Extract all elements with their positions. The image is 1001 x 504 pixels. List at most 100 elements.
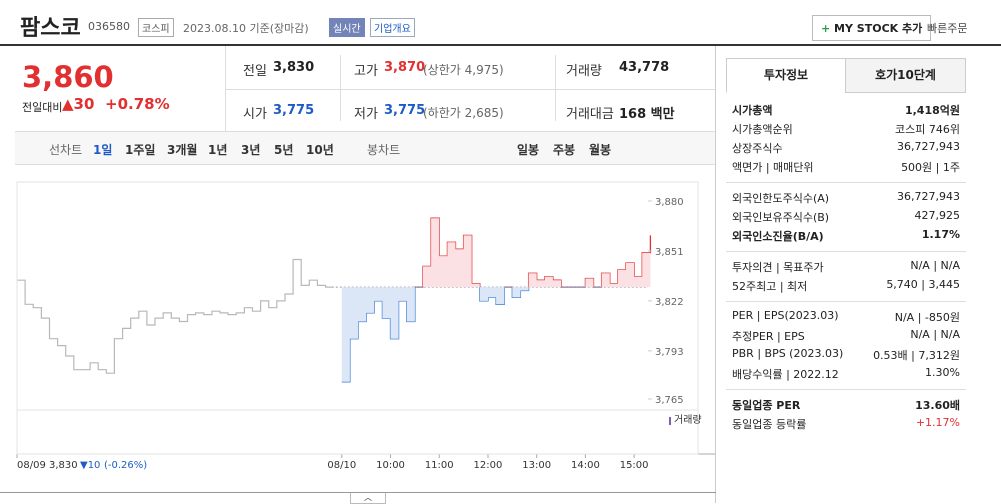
x-tick-label: 14:00	[571, 460, 600, 471]
info-value: +1.17%	[915, 416, 960, 429]
info-label: 시가총액순위	[732, 123, 793, 136]
info-value: 코스피 746위	[895, 123, 960, 136]
collapse-button[interactable]: ︿	[350, 493, 386, 504]
info-row: 52주최고 | 최저 5,740 | 3,445	[732, 278, 960, 297]
info-label: 외국인보유주식수(B)	[732, 211, 830, 224]
period-tab[interactable]: 5년	[274, 143, 294, 157]
divider	[555, 55, 556, 121]
footer-change: ▼10	[80, 460, 100, 471]
info-label: 시가총액	[732, 104, 773, 117]
candle-tab[interactable]: 일봉	[517, 143, 540, 157]
info-label: 동일업종 등락률	[732, 418, 807, 431]
period-tab[interactable]: 1년	[208, 143, 228, 157]
info-row: 추정PER | EPS N/A | N/A	[732, 328, 960, 347]
summary-label: 거래량	[566, 64, 602, 79]
x-tick-label: 15:00	[620, 460, 649, 471]
mystock-button[interactable]: + MY STOCK 추가	[812, 15, 932, 41]
stock-name: 팜스코	[20, 16, 81, 41]
info-row: 시가총액 1,418억원	[732, 102, 960, 121]
y-tick-label: 3,765	[655, 395, 684, 406]
y-tick-label: 3,880	[655, 197, 684, 208]
footer-pct: (-0.26%)	[104, 460, 147, 471]
y-tick-label: 3,851	[655, 247, 684, 258]
info-value: 1.30%	[925, 366, 960, 379]
summary-label: 고가	[354, 64, 378, 79]
plot-frame	[16, 181, 699, 455]
period-tab[interactable]: 3개월	[167, 143, 198, 157]
candle-tab[interactable]: 월봉	[589, 143, 612, 157]
summary-note: (하한가 2,685)	[423, 106, 504, 120]
info-value: 5,740 | 3,445	[886, 278, 960, 291]
summary-value: 43,778	[619, 60, 670, 75]
group-divider	[726, 389, 966, 390]
candle-chart-label: 봉차트	[367, 143, 401, 157]
change-pct: +0.78%	[105, 95, 170, 113]
summary-label: 시가	[243, 107, 267, 122]
change-label: 전일대비	[22, 101, 63, 114]
summary-value: 3,775	[273, 103, 315, 118]
line-chart-label: 선차트	[49, 143, 83, 157]
info-row: 외국인한도주식수(A) 36,727,943	[732, 190, 960, 209]
divider	[715, 46, 716, 503]
period-tab[interactable]: 1일	[93, 143, 113, 157]
realtime-badge[interactable]: 실시간	[329, 18, 365, 37]
info-label: PBR | BPS (2023.03)	[732, 347, 844, 360]
side-tab[interactable]: 투자정보	[726, 58, 846, 93]
volume-legend: 거래량	[674, 414, 702, 426]
volume-legend-swatch	[669, 417, 671, 425]
summary-value: 3,870	[384, 60, 426, 75]
info-row: 동일업종 등락률 +1.17%	[732, 416, 960, 435]
x-tick-label: 08/10	[327, 460, 356, 471]
summary-value: 3,775	[384, 103, 426, 118]
info-label: 상장주식수	[732, 142, 783, 155]
quick-order[interactable]: 빠른주문	[927, 22, 968, 35]
group-divider	[726, 301, 966, 302]
area-above	[423, 218, 651, 288]
summary-note: (상한가 4,975)	[423, 63, 504, 77]
info-row: 배당수익률 | 2022.12 1.30%	[732, 366, 960, 385]
side-tab[interactable]: 호가10단계	[845, 58, 966, 93]
candle-tab[interactable]: 주봉	[553, 143, 576, 157]
divider	[225, 46, 226, 131]
period-tab[interactable]: 3년	[241, 143, 261, 157]
info-value: 1.17%	[921, 228, 960, 241]
market-badge: 코스피	[138, 18, 174, 37]
divider	[340, 55, 341, 121]
summary-value: 3,830	[273, 60, 315, 75]
group-divider	[726, 182, 966, 183]
info-value: 500원 | 1주	[901, 161, 960, 174]
stock-code: 036580	[88, 20, 130, 33]
info-row: 외국인보유주식수(B) 427,925	[732, 209, 960, 228]
y-tick-label: 3,793	[655, 347, 684, 358]
y-tick-label: 3,822	[655, 297, 684, 308]
summary-label: 저가	[354, 107, 378, 122]
info-label: 액면가 | 매매단위	[732, 161, 814, 174]
info-value: 0.53배 | 7,312원	[873, 349, 960, 362]
info-row: PBR | BPS (2023.03) 0.53배 | 7,312원	[732, 347, 960, 366]
info-label: PER | EPS(2023.03)	[732, 309, 839, 322]
info-row: 투자의견 | 목표주가 N/A | N/A	[732, 259, 960, 278]
info-label: 52주최고 | 최저	[732, 280, 808, 293]
info-value: N/A | N/A	[910, 328, 960, 341]
period-tab[interactable]: 10년	[306, 143, 334, 157]
header-divider	[0, 44, 1001, 46]
x-tick-label: 08/09	[17, 460, 46, 471]
info-value: 13.60배	[915, 399, 960, 412]
info-value: 36,727,943	[897, 140, 960, 153]
info-row: PER | EPS(2023.03) N/A | -850원	[732, 309, 960, 328]
chart-tabs: 선차트 봉차트 1일 1주일 3개월 1년 3년 5년 10년 일봉 주봉 월봉	[15, 131, 715, 165]
divider	[225, 89, 715, 90]
overview-dropdown[interactable]: 기업개요	[370, 18, 415, 37]
info-row: 액면가 | 매매단위 500원 | 1주	[732, 159, 960, 178]
bottom-line	[0, 492, 716, 493]
info-row: 동일업종 PER 13.60배	[732, 397, 960, 416]
info-row: 외국인소진율(B/A) 1.17%	[732, 228, 960, 247]
intraday-chart: 15:00 14:00 13:00 12:00 11:00 10:00 08/10 08/09…	[16, 181, 715, 471]
info-label: 투자의견 | 목표주가	[732, 261, 824, 274]
area-below	[341, 287, 651, 382]
info-label: 배당수익률 | 2022.12	[732, 368, 839, 381]
group-divider	[726, 251, 966, 252]
x-tick-label: 11:00	[425, 460, 454, 471]
period-tab[interactable]: 1주일	[125, 143, 156, 157]
